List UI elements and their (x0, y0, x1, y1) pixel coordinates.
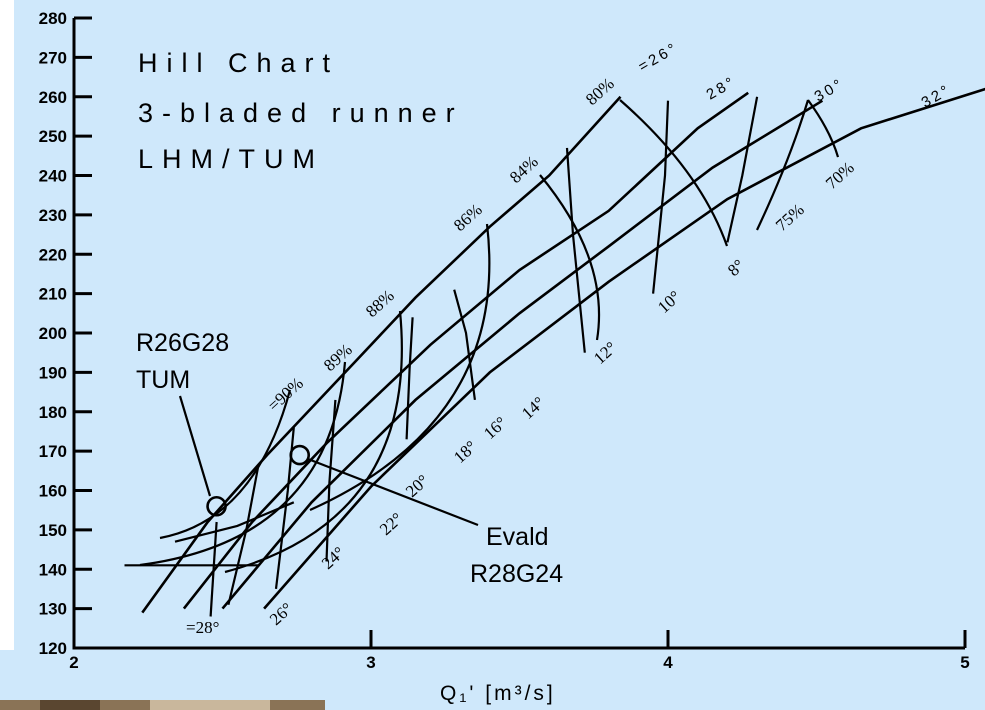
efficiency-contour-89 (139, 361, 347, 567)
left-edge-strip (0, 0, 14, 650)
y-tick-label: 230 (39, 206, 67, 225)
efficiency-label-80: 80% (582, 74, 618, 109)
runner-blade-line-0 (141, 95, 622, 614)
guide-vane-line-6 (405, 317, 414, 440)
y-tick-label: 160 (39, 482, 67, 501)
guide-label-18: 18° (450, 437, 480, 467)
y-tick-label: 210 (39, 285, 67, 304)
guide-label-24: 24° (318, 543, 348, 573)
photo-fragment (0, 700, 325, 710)
runner-blade-line-3 (263, 87, 985, 610)
guide-vane-line-5 (325, 399, 337, 562)
annotation-r26g28-marker (206, 495, 227, 517)
runner-blade-line-2 (221, 99, 824, 610)
guide-label-16: 16° (480, 413, 510, 443)
runner-blade-line-1 (182, 91, 749, 610)
title-line-3: LHM/TUM (138, 144, 324, 174)
annotation-r26g28-line-2: TUM (136, 366, 190, 394)
efficiency-label-86: 86% (450, 200, 486, 235)
y-tick-label: 180 (39, 403, 67, 422)
efficiency-label-70: 70% (822, 158, 858, 193)
efficiency-contour-70 (807, 99, 840, 158)
title-line-2: 3-bladed runner (138, 98, 464, 128)
x-tick-label: 2 (69, 653, 78, 672)
runner-label-30: 30° (812, 75, 848, 106)
runner-label-32: 32° (919, 81, 955, 112)
annotation-evald-line-2: R28G24 (470, 560, 563, 588)
guide-vane-line-3 (227, 466, 260, 605)
y-tick-label: 150 (39, 521, 67, 540)
guide-label-28: =28° (186, 618, 219, 637)
y-tick-label: 270 (39, 48, 67, 67)
guide-vane-line-8 (565, 147, 586, 353)
efficiency-label-88: 88% (362, 286, 398, 321)
guide-vane-line-10 (726, 96, 759, 243)
guide-vane-line-2 (209, 521, 218, 617)
title-line-1: Hill Chart (138, 48, 339, 78)
y-tick-label: 190 (39, 363, 67, 382)
guide-label-8: 8° (724, 256, 748, 280)
efficiency-contour-86 (309, 223, 491, 512)
ticks: 120 130 140 150 160 170 180 190 200 210 220 230 240 2… (39, 9, 970, 672)
y-tick-label: 140 (39, 560, 67, 579)
guide-label-22: 22° (376, 509, 406, 539)
efficiency-label-75: 75% (772, 200, 808, 235)
efficiency-contour-84 (539, 174, 601, 341)
y-tick-label: 170 (39, 442, 67, 461)
guide-label-12: 12° (590, 338, 620, 368)
efficiency-contour-88 (224, 310, 403, 574)
guide-label-10: 10° (654, 287, 684, 317)
y-tick-label: 250 (39, 127, 67, 146)
efficiency-contour-80 (619, 99, 729, 247)
guide-label-26: 26° (266, 599, 296, 629)
y-tick-label: 200 (39, 324, 67, 343)
guide-vane-line-7 (453, 289, 476, 401)
y-tick-label: 220 (39, 245, 67, 264)
x-tick-label: 5 (960, 653, 969, 672)
guide-label-14: 14° (518, 393, 548, 423)
x-tick-label: 3 (366, 653, 375, 672)
annotation-evald-marker (289, 444, 311, 466)
x-axis-title: Q₁' [m³/s] (440, 682, 556, 705)
efficiency-contours (139, 99, 840, 574)
annotation-r26g28-line-1: R26G28 (136, 329, 229, 357)
efficiency-label-89: 89% (320, 340, 356, 375)
guide-vane-line-1 (174, 501, 295, 543)
y-tick-label: 240 (39, 167, 67, 186)
guide-vane-line-9 (652, 100, 670, 294)
y-tick-label: 120 (39, 639, 67, 658)
annotation-evald-line-1: Evald (486, 523, 549, 551)
y-tick-label: 130 (39, 600, 67, 619)
y-tick-label: 260 (39, 88, 67, 107)
chart-title: Hill Chart 3-bladed runner LHM/TUM (138, 48, 464, 174)
efficiency-contour-75 (756, 99, 810, 231)
annotation-evald-leader (307, 457, 479, 527)
annotation-r26g28: R26G28 TUM (136, 329, 229, 517)
annotation-evald: Evald R28G24 (289, 444, 563, 588)
annotation-r26g28-leader (178, 395, 212, 497)
x-tick-label: 4 (663, 653, 673, 672)
runner-label-26: =26° (636, 39, 682, 75)
efficiency-label-84: 84% (506, 152, 542, 187)
runner-label-28: 28° (704, 73, 740, 104)
runner-blade-lines (141, 87, 985, 614)
y-tick-label: 280 (39, 9, 67, 28)
efficiency-contour-90 (159, 389, 292, 540)
runner-blade-labels: =26° 28° 30° 32° (636, 39, 955, 111)
